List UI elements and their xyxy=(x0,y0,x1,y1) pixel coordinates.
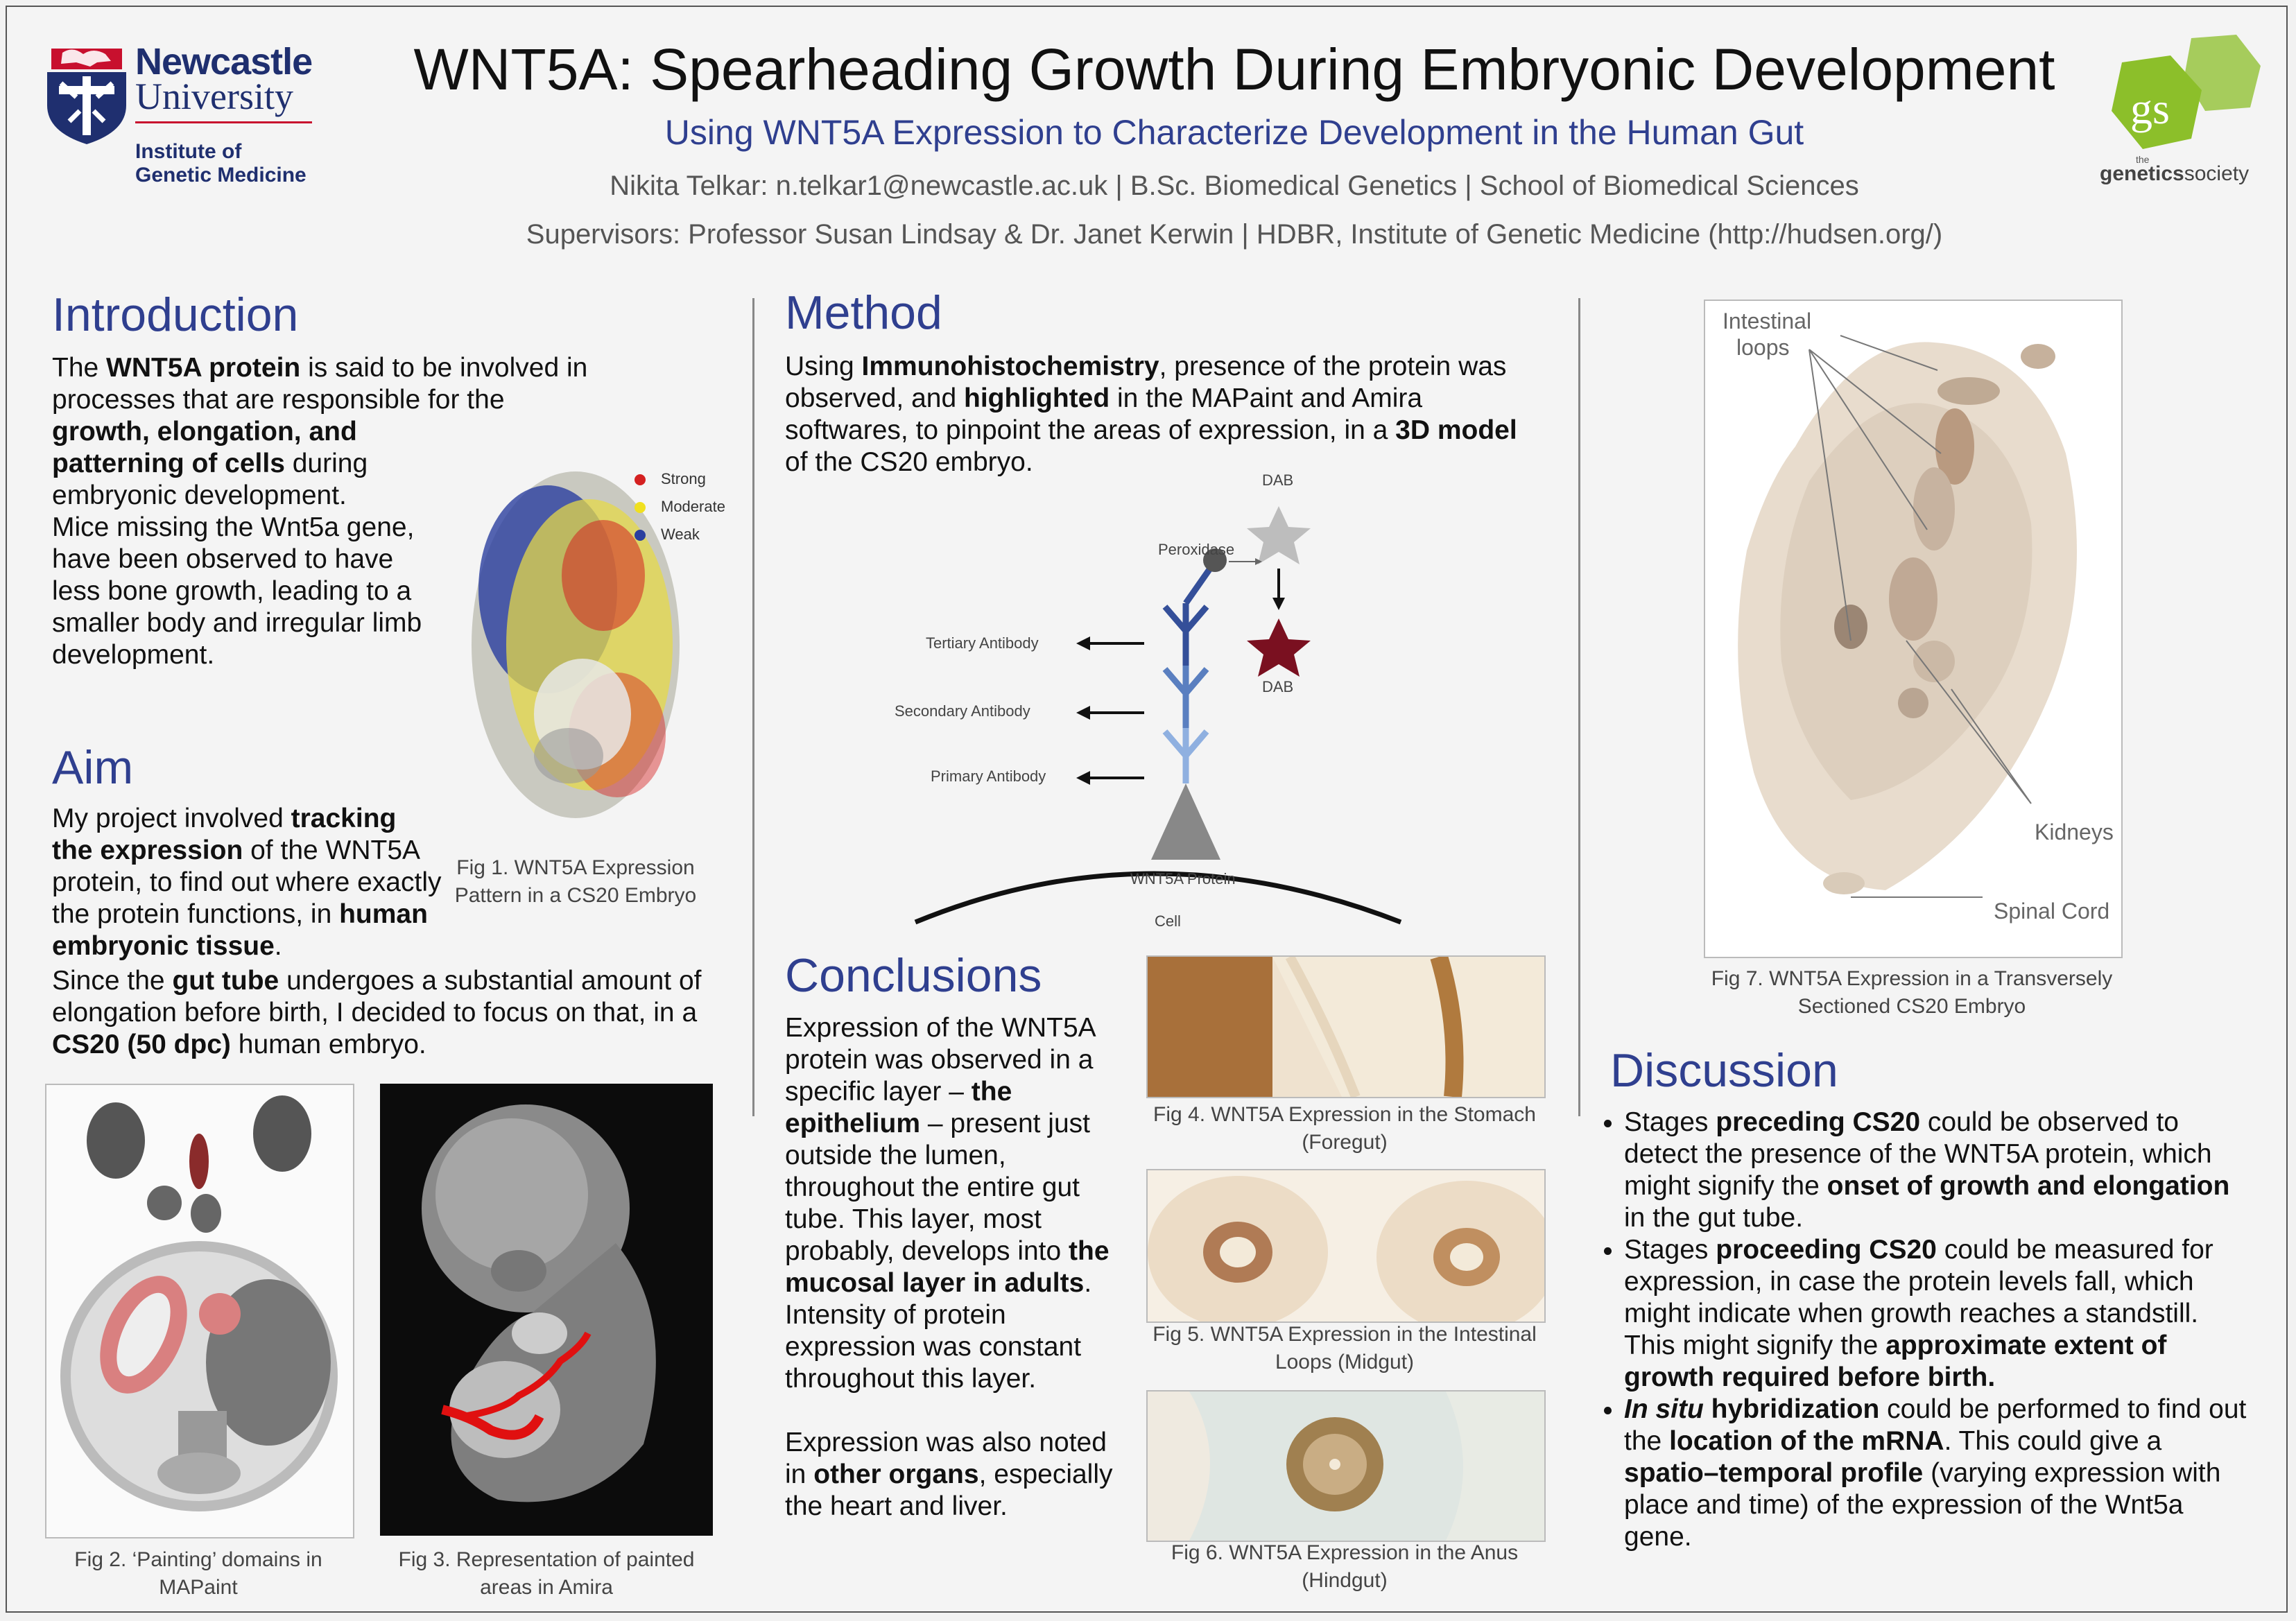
wnt5a-protein-label: WNT5A Protein xyxy=(1130,870,1236,887)
primary-antibody-label: Primary Antibody xyxy=(931,768,1046,785)
gs-the: the xyxy=(2136,154,2150,165)
moderate-dot-icon xyxy=(635,502,646,514)
aim-text-2: Since the gut tube undergoes a substanti… xyxy=(52,966,702,1059)
fig5-midgut-image xyxy=(1146,1169,1546,1323)
tertiary-antibody-label: Tertiary Antibody xyxy=(926,634,1039,652)
gs-name: geneticssociety xyxy=(2100,162,2250,185)
introduction-text: The WNT5A protein is said to be involved… xyxy=(52,353,588,415)
introduction-text-2: growth, elongation, and patterning of ce… xyxy=(52,417,422,670)
column-divider-2 xyxy=(1578,298,1580,1116)
dab-bottom-label: DAB xyxy=(1262,678,1294,695)
strong-dot-icon xyxy=(635,474,646,486)
method-heading: Method xyxy=(785,286,942,339)
fig2-caption: Fig 2. ‘Painting’ domains in MAPaint xyxy=(74,1548,322,1599)
gs-monogram: gs xyxy=(2130,84,2170,133)
hexagon-logo-icon xyxy=(2112,35,2261,149)
institute-line-1: Institute of xyxy=(135,140,242,163)
peroxidase-label: Peroxidase xyxy=(1158,541,1235,558)
conclusions-text: Expression of the WNT5A protein was obse… xyxy=(785,1013,1113,1521)
fig4-caption: Fig 4. WNT5A Expression in the Stomach (… xyxy=(1153,1103,1536,1154)
method-text: Using Immunohistochemistry, presence of … xyxy=(785,352,1517,477)
dab-top-label: DAB xyxy=(1262,471,1294,489)
ihc-diagram: DAB Peroxidase DAB Tertiary Antibody Sec… xyxy=(888,465,1456,936)
fig7-label-kidneys: Kidneys xyxy=(2035,820,2114,844)
aim-heading: Aim xyxy=(52,741,134,794)
fig2-mapaint-image xyxy=(45,1084,354,1538)
fig7-caption: Fig 7. WNT5A Expression in a Transversel… xyxy=(1711,967,2113,1018)
fig4-stomach-image xyxy=(1146,955,1546,1098)
fig6-caption: Fig 6. WNT5A Expression in the Anus (Hin… xyxy=(1171,1541,1519,1592)
fig7-label-intestinal-loops: Intestinal loops xyxy=(1723,309,1812,360)
university-wordmark: University xyxy=(135,76,293,117)
shield-icon xyxy=(47,49,126,144)
institute-line-2: Genetic Medicine xyxy=(135,164,307,187)
newcastle-wordmark: Newcastle xyxy=(135,41,313,83)
fig5-caption: Fig 5. WNT5A Expression in the Intestina… xyxy=(1153,1323,1537,1373)
poster: Newcastle University Institute of Geneti… xyxy=(6,6,2288,1613)
discussion-bullet-2: Stages proceeding CS20 could be measured… xyxy=(1624,1234,2254,1394)
author-line: Nikita Telkar: n.telkar1@newcastle.ac.uk… xyxy=(610,171,1859,201)
discussion-bullet-3: In situ hybridization could be performed… xyxy=(1624,1394,2254,1553)
secondary-antibody-label: Secondary Antibody xyxy=(895,702,1030,720)
fig7-label-spinal-cord: Spinal Cord xyxy=(1994,899,2110,924)
column-divider-1 xyxy=(752,298,754,1116)
aim-text: My project involved tracking the express… xyxy=(52,804,442,961)
fig3-caption: Fig 3. Representation of painted areas i… xyxy=(398,1548,695,1599)
fig6-hindgut-image xyxy=(1146,1390,1546,1542)
fig3-amira-image xyxy=(380,1084,713,1536)
newcastle-logo: Newcastle University Institute of Geneti… xyxy=(42,41,319,187)
logo-divider xyxy=(135,121,312,123)
discussion-list: Stages preceding CS20 could be observed … xyxy=(1588,1107,2254,1553)
conclusions-heading: Conclusions xyxy=(785,949,1042,1002)
introduction-heading: Introduction xyxy=(52,288,299,341)
fig7-transverse-section-image: Intestinal loops Kidneys Spinal Cord xyxy=(1704,300,2123,958)
discussion-heading: Discussion xyxy=(1610,1044,1838,1097)
fig1-caption: Fig 1. WNT5A Expression Pattern in a CS2… xyxy=(454,856,697,907)
genetics-society-logo: gs the geneticssociety xyxy=(2087,35,2268,194)
weak-dot-icon xyxy=(635,530,646,541)
supervisor-line: Supervisors: Professor Susan Lindsay & D… xyxy=(526,219,1943,250)
cell-label: Cell xyxy=(1155,912,1181,930)
poster-title: WNT5A: Spearheading Growth During Embryo… xyxy=(413,37,2055,102)
legend-moderate: Moderate xyxy=(635,498,725,516)
discussion-bullet-1: Stages preceding CS20 could be observed … xyxy=(1624,1107,2254,1234)
legend-weak: Weak xyxy=(635,526,700,544)
poster-subtitle: Using WNT5A Expression to Characterize D… xyxy=(664,113,1804,152)
fig1-embryo-image xyxy=(458,465,700,839)
legend-strong: Strong xyxy=(635,470,706,488)
